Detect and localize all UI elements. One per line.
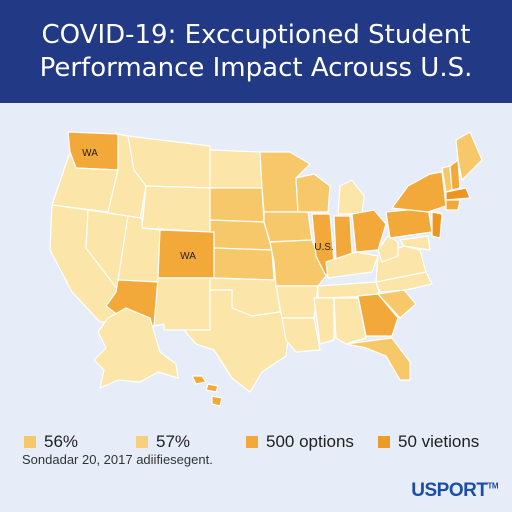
state-maryland[interactable] bbox=[399, 235, 431, 251]
state-massachusetts[interactable] bbox=[445, 187, 471, 201]
state-wisconsin[interactable] bbox=[295, 173, 331, 213]
state-mississippi[interactable] bbox=[313, 297, 335, 345]
state-georgia[interactable] bbox=[357, 293, 399, 337]
state-ohio[interactable] bbox=[351, 209, 387, 253]
state-west-virginia[interactable] bbox=[377, 235, 399, 263]
legend-item-3: 500 options bbox=[246, 432, 354, 452]
state-hawaii-island-3[interactable] bbox=[211, 395, 223, 407]
state-arkansas[interactable] bbox=[275, 285, 319, 319]
legend-swatch-4 bbox=[378, 436, 390, 448]
title-line-1: COVID-19: Exccuptioned Student bbox=[41, 19, 471, 50]
brand-logo: USPORTTM bbox=[411, 480, 498, 502]
legend-item-4: 50 vietions bbox=[378, 432, 479, 452]
state-wyoming[interactable] bbox=[141, 185, 211, 233]
state-kansas[interactable] bbox=[213, 247, 275, 281]
state-michigan[interactable] bbox=[337, 179, 365, 215]
state-alabama[interactable] bbox=[333, 297, 367, 345]
legend-swatch-3 bbox=[246, 436, 258, 448]
state-new-jersey[interactable] bbox=[431, 211, 443, 239]
state-label-co: WA bbox=[180, 251, 196, 262]
state-hawaii-island-2[interactable] bbox=[205, 383, 219, 393]
state-pennsylvania[interactable] bbox=[385, 207, 433, 239]
state-louisiana[interactable] bbox=[281, 317, 321, 353]
state-new-hampshire[interactable] bbox=[449, 159, 461, 191]
state-nebraska[interactable] bbox=[209, 219, 273, 251]
state-north-dakota[interactable] bbox=[209, 149, 263, 189]
state-hawaii-island-1[interactable] bbox=[191, 375, 207, 385]
state-new-york[interactable] bbox=[391, 171, 447, 213]
legend-swatch-2 bbox=[136, 436, 148, 448]
state-texas[interactable] bbox=[183, 289, 291, 393]
brand-trademark: TM bbox=[487, 481, 498, 491]
state-south-dakota[interactable] bbox=[209, 187, 265, 223]
header-banner: COVID-19: Exccuptioned Student Performan… bbox=[0, 0, 512, 103]
brand-name: USPORT bbox=[411, 480, 488, 501]
state-label-wa: WA bbox=[82, 148, 98, 159]
state-florida[interactable] bbox=[345, 337, 411, 381]
legend-item-1: 56% bbox=[24, 432, 78, 452]
state-new-mexico[interactable] bbox=[153, 277, 211, 331]
legend: 56% 57% 500 options 50 vietions bbox=[0, 432, 512, 452]
legend-label-4: 50 vietions bbox=[398, 432, 480, 451]
state-label-il: U.S. bbox=[314, 242, 333, 253]
state-alaska[interactable] bbox=[93, 307, 179, 389]
legend-label-2: 57% bbox=[156, 432, 191, 451]
legend-label-3: 500 options bbox=[266, 432, 354, 451]
legend-label-1: 56% bbox=[44, 432, 79, 451]
state-kentucky[interactable] bbox=[325, 251, 379, 279]
state-maine[interactable] bbox=[455, 131, 483, 181]
state-connecticut[interactable] bbox=[445, 199, 461, 211]
state-indiana[interactable] bbox=[333, 215, 353, 261]
footer-note: Sondadar 20, 2017 adiifiesegent. bbox=[22, 452, 213, 467]
state-iowa[interactable] bbox=[263, 211, 313, 243]
us-map: WA WA U.S. bbox=[0, 103, 512, 423]
us-map-svg: WA WA U.S. bbox=[49, 131, 483, 407]
legend-item-2: 57% bbox=[136, 432, 190, 452]
title-line-2: Performance Impact Acrouss U.S. bbox=[39, 52, 473, 83]
legend-swatch-1 bbox=[24, 436, 36, 448]
